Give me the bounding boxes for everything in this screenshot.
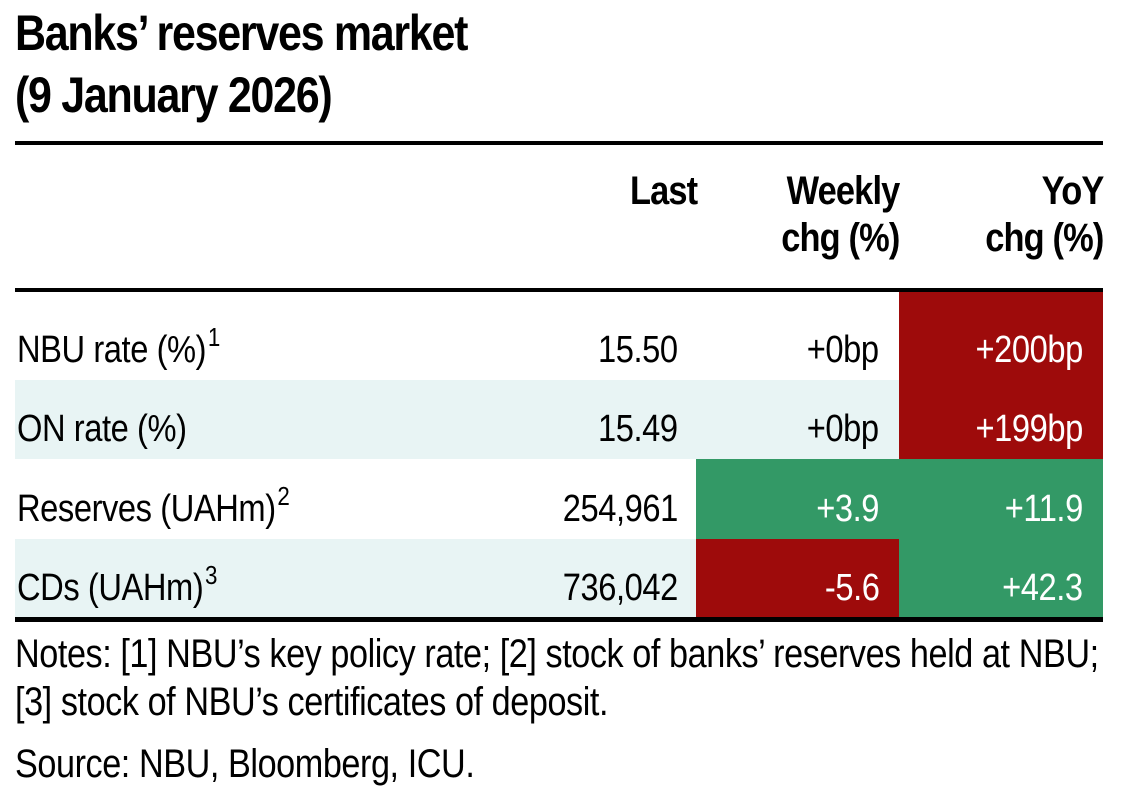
footnote-marker: 3 <box>205 560 218 590</box>
yoy-change-value: +199bp <box>975 408 1084 450</box>
column-header-yoy-line-1: YoY <box>1041 169 1104 213</box>
title-line-2: (9 January 2026) <box>15 67 333 123</box>
table-row: CDs (UAHm)3 736,042 -5.6 +42.3 <box>15 539 1103 618</box>
row-label-cell: NBU rate (%)1 <box>15 292 575 380</box>
column-header-weekly-line-1: Weekly <box>786 169 900 213</box>
table-title: Banks’ reserves market (9 January 2026) <box>15 2 961 126</box>
last-cell: 736,042 <box>496 539 696 618</box>
row-label: CDs (UAHm) <box>17 567 204 609</box>
footnotes: Notes: [1] NBU’s key policy rate; [2] st… <box>15 632 1099 724</box>
top-rule <box>15 141 1103 145</box>
column-header-yoy: YoY chg (%) <box>984 168 1104 262</box>
yoy-change-value: +11.9 <box>1004 488 1084 530</box>
row-label: ON rate (%) <box>17 408 187 450</box>
column-header-last: Last <box>629 168 698 215</box>
yoy-change-cell: +200bp <box>899 292 1103 380</box>
table-row: NBU rate (%)1 15.50 +0bp +200bp <box>15 292 1103 380</box>
yoy-change-cell: +199bp <box>899 380 1103 459</box>
weekly-change-value: -5.6 <box>824 567 879 609</box>
header-rule <box>15 288 1103 292</box>
weekly-change-cell: +0bp <box>696 292 899 380</box>
row-label-cell: Reserves (UAHm)2 <box>15 459 575 539</box>
column-header-weekly: Weekly chg (%) <box>780 168 900 262</box>
row-label: NBU rate (%) <box>17 329 207 371</box>
last-value: 736,042 <box>562 567 679 609</box>
weekly-change-value: +3.9 <box>816 488 879 530</box>
row-label-cell: ON rate (%) <box>15 380 575 459</box>
weekly-change-value: +0bp <box>807 329 879 371</box>
yoy-change-value: +42.3 <box>1002 567 1083 609</box>
footnote-marker: 2 <box>277 481 290 511</box>
table-row: ON rate (%) 15.49 +0bp +199bp <box>15 380 1103 459</box>
column-header-last-label: Last <box>629 169 698 213</box>
row-label-cell: CDs (UAHm)3 <box>15 539 575 618</box>
column-header-weekly-line-2: chg (%) <box>780 216 900 260</box>
last-value: 15.50 <box>598 329 678 371</box>
yoy-change-cell: +11.9 <box>899 459 1103 539</box>
yoy-change-value: +200bp <box>975 329 1084 371</box>
source-line: Source: NBU, Bloomberg, ICU. <box>15 742 475 786</box>
weekly-change-cell: -5.6 <box>696 539 899 618</box>
title-line-1: Banks’ reserves market <box>15 5 468 61</box>
weekly-change-value: +0bp <box>807 408 879 450</box>
yoy-change-cell: +42.3 <box>899 539 1103 618</box>
last-value: 254,961 <box>562 488 679 530</box>
last-cell: 15.49 <box>496 380 696 459</box>
weekly-change-cell: +3.9 <box>696 459 899 539</box>
last-cell: 254,961 <box>496 459 696 539</box>
weekly-change-cell: +0bp <box>696 380 899 459</box>
column-header-yoy-line-2: chg (%) <box>984 216 1104 260</box>
last-cell: 15.50 <box>496 292 696 380</box>
footnote-marker: 1 <box>207 322 220 352</box>
bottom-rule <box>15 617 1103 622</box>
row-label: Reserves (UAHm) <box>17 488 276 530</box>
table-row: Reserves (UAHm)2 254,961 +3.9 +11.9 <box>15 459 1103 539</box>
last-value: 15.49 <box>598 408 678 450</box>
